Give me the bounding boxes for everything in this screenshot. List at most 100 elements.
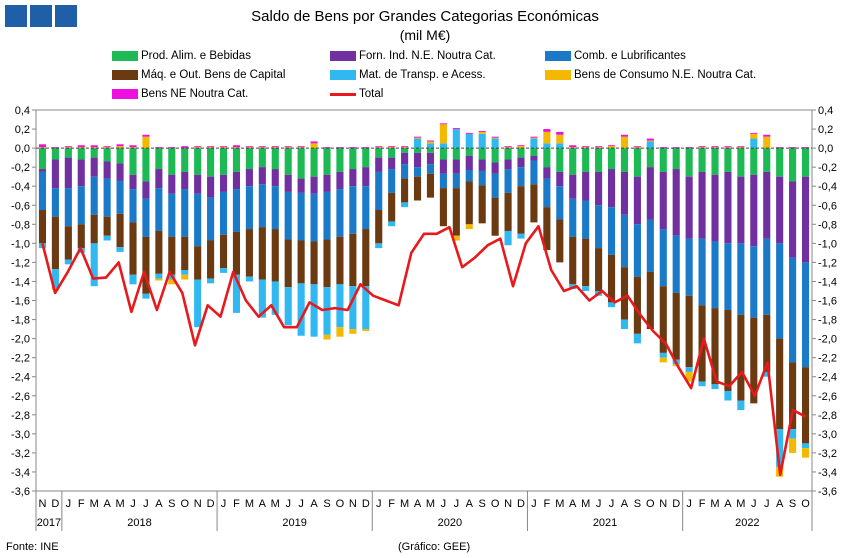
y-tick-label-right: -1,4 <box>818 276 837 288</box>
bar-segment <box>556 143 564 149</box>
bar-segment <box>413 137 422 139</box>
bar-segment <box>543 167 551 179</box>
bar-segment <box>155 188 163 231</box>
bar-segment <box>297 148 305 179</box>
bar-segment <box>620 171 629 215</box>
bar-segment <box>543 178 551 208</box>
x-tick-label: S <box>323 498 330 510</box>
y-tick-label-left: -3,6 <box>11 486 30 498</box>
bar-segment <box>517 146 525 149</box>
year-label: 2022 <box>735 517 759 529</box>
bar-segment <box>207 197 215 241</box>
legend-label: Máq. e Out. Bens de Capital <box>141 69 286 81</box>
bar-segment <box>116 163 124 181</box>
bar-segment <box>310 143 318 149</box>
bar-segment <box>698 381 706 387</box>
bar-segment <box>543 148 551 168</box>
bar-segment <box>310 193 318 242</box>
bar-segment <box>633 146 641 148</box>
x-tick-label: F <box>78 498 85 510</box>
bar-segment <box>569 174 577 199</box>
bar-segment <box>245 146 253 148</box>
chart-subtitle: (mil M€) <box>399 27 451 43</box>
bar-segment <box>401 178 409 203</box>
bar-segment <box>517 157 525 168</box>
y-tick-label-left: 0,2 <box>15 124 30 136</box>
x-tick-label: D <box>362 498 370 510</box>
bar-segment <box>258 146 266 148</box>
bar-segment <box>142 293 150 299</box>
bar-segment <box>750 148 758 175</box>
x-tick-label: J <box>596 498 602 510</box>
bar-segment <box>724 171 732 244</box>
bar-segment <box>77 186 85 225</box>
y-tick-label-right: -0,8 <box>818 219 837 231</box>
bar-segment <box>439 124 447 144</box>
bar-segment <box>90 214 98 244</box>
bar-segment <box>763 134 771 137</box>
x-tick-label: F <box>388 498 395 510</box>
logo-square-1 <box>5 5 27 27</box>
bar-segment <box>426 140 435 142</box>
x-tick-label: O <box>180 498 189 510</box>
bar-segment <box>426 141 435 144</box>
y-tick-label-right: -3,2 <box>818 448 837 460</box>
bar-segment <box>219 234 228 269</box>
bar-segment <box>362 167 370 187</box>
bar-segment <box>750 174 758 247</box>
bar-segment <box>336 284 344 328</box>
bar-segment <box>530 138 538 149</box>
bar-segment <box>116 144 124 147</box>
bar-segment <box>375 146 383 148</box>
bar-segment <box>737 146 745 148</box>
bar-segment <box>491 173 499 198</box>
bar-segment <box>271 281 279 315</box>
bar-segment <box>297 146 305 148</box>
x-tick-label: D <box>207 498 215 510</box>
bar-segment <box>465 170 473 182</box>
bar-segment <box>659 148 667 172</box>
x-tick-label: M <box>555 498 564 510</box>
bar-segment <box>478 131 486 134</box>
bar-segment <box>582 171 590 201</box>
bar-segment <box>504 230 512 246</box>
bar-segment <box>517 148 525 158</box>
bar-segment <box>116 148 124 164</box>
y-tick-label-left: 0,0 <box>15 143 30 155</box>
logo-square-2 <box>30 5 52 27</box>
bar-segment <box>711 147 719 149</box>
bar-segment <box>465 133 473 149</box>
x-tick-label: M <box>581 498 590 510</box>
bar-segment <box>297 178 305 193</box>
legend-swatch <box>112 51 138 61</box>
bar-segment <box>168 148 176 175</box>
x-tick-label: D <box>51 498 59 510</box>
bar-segment <box>232 231 241 275</box>
bar-segment <box>310 141 318 144</box>
bar-segment <box>401 164 409 179</box>
x-tick-label: O <box>336 498 345 510</box>
bar-segment <box>388 148 396 158</box>
bar-segment <box>375 210 383 244</box>
bar-segment <box>388 169 396 193</box>
bar-segment <box>569 148 577 175</box>
bar-segment <box>142 136 150 149</box>
y-tick-label-left: -0,8 <box>11 219 30 231</box>
x-tick-label: N <box>38 498 46 510</box>
bar-segment <box>801 176 810 263</box>
x-tick-label: S <box>479 498 486 510</box>
bar-segment <box>388 157 396 170</box>
x-tick-label: A <box>259 498 267 510</box>
bar-segment <box>595 171 603 206</box>
bar-segment <box>595 205 603 249</box>
bar-segment <box>452 188 460 236</box>
legend-swatch <box>330 70 356 80</box>
bar-segment <box>737 176 745 244</box>
credit-note: (Gráfico: GEE) <box>398 541 471 553</box>
y-tick-label-left: -3,2 <box>11 448 30 460</box>
bar-segment <box>685 371 693 382</box>
bar-segment <box>336 236 344 285</box>
x-tick-label: M <box>115 498 124 510</box>
bar-segment <box>336 327 344 337</box>
